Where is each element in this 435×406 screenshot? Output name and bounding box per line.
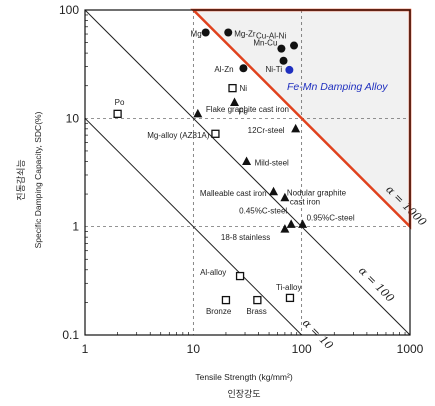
data-marks [113,28,308,305]
alpha-line-10 [84,117,303,336]
point-label: Nodular graphite cast iron [287,189,347,207]
alpha-label-100: α = 100 [356,264,397,305]
point-label: 12Cr-steel [248,126,285,135]
y-tick-label: 1 [72,220,79,234]
point-label: Malleable cast iron [200,189,267,198]
data-point-triangle [291,123,301,133]
data-point-triangle [286,219,296,228]
data-point-square-open [211,129,220,138]
data-point-circle [224,28,233,37]
data-point-circle-filled-blue [285,65,294,74]
point-label: Mg-Zr [234,29,256,38]
grid-lines [85,10,410,335]
y-axis-title-kr: 진동감쇠능 [15,159,27,200]
data-point-circle [290,41,299,50]
x-tick-label: 1000 [397,342,424,356]
y-tick-label: 10 [66,111,80,125]
data-point-triangle [269,186,279,196]
point-label: Bronze [206,307,232,316]
data-point-triangle [298,219,308,228]
point-label: Flake graphite cast iron [206,105,289,114]
point-label: Ni [240,84,248,93]
alpha-line-100 [84,9,411,336]
x-axis-title-kr: 인장강도 [227,389,260,400]
fe-mn-callout: Fe-Mn Damping Alloy [287,81,388,93]
point-label: Mg-alloy (AZ81A) [147,131,210,140]
y-tick-label: 100 [59,3,79,17]
data-point-square-open [285,293,295,303]
point-label: Al-alloy [200,268,226,277]
data-point-circle [279,56,288,65]
data-point-square-open [235,271,245,281]
x-axis-title: Tensile Strength (kg/mm²) [195,372,292,382]
x-tick-label: 1 [82,342,89,356]
data-point-triangle [280,224,290,233]
data-point-circle [277,44,286,53]
data-point-square-open [221,295,231,305]
point-label: Mg [191,29,202,38]
y-axis-title: Specific Damping Capacity, SDC(%) [33,111,43,248]
data-point-square-open [228,83,237,93]
x-tick-label: 10 [187,342,201,356]
point-label: 0.95%C-steel [307,213,355,222]
data-point-triangle [280,192,290,202]
point-label: Brass [246,307,266,316]
data-point-square-open [253,295,262,305]
point-label: Po [115,98,125,107]
point-label: Ti-alloy [276,283,301,292]
x-tick-label: 100 [292,342,312,356]
y-tick-label: 0.1 [62,328,79,342]
data-point-square-open [113,109,122,118]
data-point-circle [239,64,248,73]
data-point-triangle [230,97,240,107]
point-label: 18-8 stainless [221,233,270,242]
point-label: Al-Zn [214,65,233,74]
point-label: Ni-Ti [266,65,283,74]
data-point-triangle [242,156,252,165]
point-label: Cu-Al-Ni [256,32,286,41]
point-label: Fe [239,108,249,117]
plot-frame [84,9,411,336]
point-label: Mild-steel [255,158,289,167]
data-point-circle [201,28,210,37]
data-point-triangle [193,108,203,118]
point-label: 0.45%C-steel [239,206,287,215]
point-label: Mn-Cu [253,39,277,48]
